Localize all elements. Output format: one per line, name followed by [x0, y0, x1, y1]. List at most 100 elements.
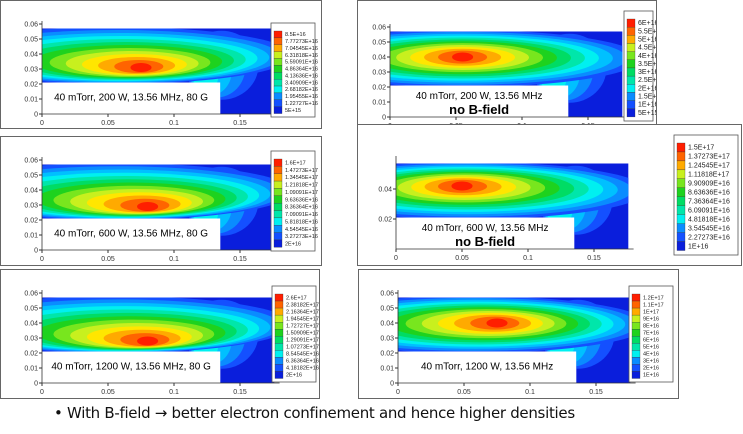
x-tick-label: 0	[40, 256, 44, 263]
legend-swatch	[273, 37, 283, 45]
legend-swatch	[676, 178, 686, 188]
legend-swatch	[273, 239, 283, 248]
legend-swatch	[274, 350, 284, 358]
legend-value: 3.27273E+16	[285, 234, 318, 240]
contour-fill	[42, 28, 275, 114]
bfield-label: no B-field	[455, 234, 515, 249]
plot-panel-1200w-bfield: 40 mTorr, 1200 W, 13.56 MHz, 80 G 0 0.05 0.…	[0, 269, 320, 399]
x-tick-label: 0	[394, 255, 398, 262]
legend-value: 2.6E+17	[286, 295, 307, 301]
legend-value: 5E+16	[643, 345, 659, 351]
legend-swatch	[626, 43, 636, 52]
legend-value: 4.5E+16	[638, 45, 656, 52]
legend-value: 3E+16	[638, 69, 656, 76]
legend-swatch	[676, 232, 686, 242]
x-tick-label: 0.05	[101, 389, 115, 396]
y-tick-label: 0.04	[24, 321, 38, 328]
legend-swatch	[273, 232, 283, 241]
y-tick-label: 0.01	[24, 97, 38, 104]
legend-value: 2E+16	[285, 241, 301, 247]
y-tick-label: 0.04	[372, 55, 386, 62]
legend-value: 1.24545E+17	[688, 163, 730, 170]
legend-value: 8.54545E+16	[286, 352, 319, 358]
legend-swatch	[676, 196, 686, 206]
y-tick-label: 0.02	[24, 82, 38, 89]
legend-value: 1.5E+16	[638, 94, 656, 101]
y-tick-label: 0.05	[24, 37, 38, 44]
legend-value: 5.81818E+16	[285, 219, 318, 225]
bullet-dot: •	[54, 404, 63, 422]
legend-value: 3.5E+16	[638, 61, 656, 68]
legend-value: 7.04545E+16	[285, 46, 318, 52]
legend-swatch	[676, 223, 686, 233]
legend-swatch	[274, 364, 284, 372]
legend-swatch	[626, 75, 636, 85]
legend-value: 1.72727E+17	[286, 323, 319, 329]
legend-swatch	[274, 314, 284, 323]
legend-value: 1.47273E+17	[285, 168, 318, 174]
legend-swatch	[631, 329, 641, 337]
legend-value: 5.59091E+16	[285, 60, 318, 66]
color-legend: 8.5E+167.77273E+167.04545E+166.31818E+16…	[270, 22, 318, 118]
legend-value: 6E+16	[643, 338, 659, 344]
legend-value: 1E+16	[638, 102, 656, 109]
contour-level-13	[130, 63, 152, 72]
legend-value: 4.81818E+16	[688, 216, 730, 223]
legend-value: 1.50909E+17	[286, 330, 319, 336]
legend-value: 1.29091E+17	[286, 338, 319, 344]
legend-swatch	[626, 108, 636, 118]
condition-label: 40 mTorr, 200 W, 13.56 MHz, 80 G	[54, 93, 208, 104]
legend-swatch	[631, 350, 641, 358]
legend-swatch	[631, 336, 641, 344]
legend-swatch	[273, 173, 283, 182]
contour-level-13	[137, 202, 159, 211]
legend-swatch	[631, 364, 641, 372]
y-tick-label: 0.05	[24, 173, 38, 180]
legend-swatch	[273, 225, 283, 233]
legend-swatch	[273, 158, 283, 167]
legend-value: 4.13636E+16	[285, 73, 318, 79]
legend-value: 5E+16	[638, 36, 656, 43]
legend-value: 2E+16	[643, 366, 659, 372]
legend-value: 2.68182E+16	[285, 87, 318, 93]
color-legend: 1.6E+171.47273E+171.34545E+17 1.21818E+17…	[270, 150, 318, 252]
legend-swatch	[274, 293, 284, 302]
y-tick-label: 0	[34, 381, 38, 388]
legend-value: 4E+16	[638, 53, 656, 60]
legend-value: 3.54545E+16	[688, 225, 730, 232]
legend-swatch	[626, 67, 636, 77]
legend-value: 2.5E+16	[638, 77, 656, 84]
legend-swatch	[273, 180, 283, 189]
legend-value: 9E+16	[643, 316, 659, 322]
legend-value: 1.94545E+17	[286, 316, 319, 322]
legend-value: 3E+16	[643, 359, 659, 365]
legend-value: 2.16364E+17	[286, 309, 319, 315]
plot-panel-200w-no-bfield: 40 mTorr, 200 W, 13.56 MHz no B-field 0 0.0…	[357, 0, 657, 128]
legend-value: 7.36364E+16	[688, 198, 730, 205]
legend-swatch	[676, 241, 686, 251]
y-tick-label: 0.03	[380, 336, 394, 343]
color-legend: 1.5E+17 1.37273E+17 1.24545E+17 1.11818E+17…	[673, 134, 739, 256]
condition-label: 40 mTorr, 200 W, 13.56 MHz	[416, 91, 543, 102]
legend-swatch	[273, 65, 283, 73]
x-tick-label: 0	[40, 389, 44, 396]
legend-value: 1E+16	[688, 243, 709, 250]
x-tick-label: 0.05	[455, 255, 469, 262]
x-tick-label: 0.1	[525, 389, 535, 396]
legend-value: 8E+16	[643, 323, 659, 329]
x-tick-label: 0	[40, 120, 44, 127]
legend-swatch	[631, 300, 641, 309]
legend-value: 4.54545E+16	[285, 227, 318, 233]
y-tick-label: 0.05	[24, 306, 38, 313]
plot-panel-600w-bfield: 40 mTorr, 600 W, 13.56 MHz, 80 G 0 0.05 0.1…	[0, 136, 322, 266]
conclusion-bullet: • With B-field → better electron confine…	[54, 404, 575, 422]
legend-value: 1.95455E+16	[285, 94, 318, 100]
y-tick-label: 0.03	[24, 336, 38, 343]
legend-value: 1.34545E+17	[285, 175, 318, 181]
legend-swatch	[273, 195, 283, 204]
y-tick-label: 0.05	[372, 40, 386, 47]
legend-swatch	[274, 357, 284, 365]
legend-swatch	[273, 92, 283, 100]
